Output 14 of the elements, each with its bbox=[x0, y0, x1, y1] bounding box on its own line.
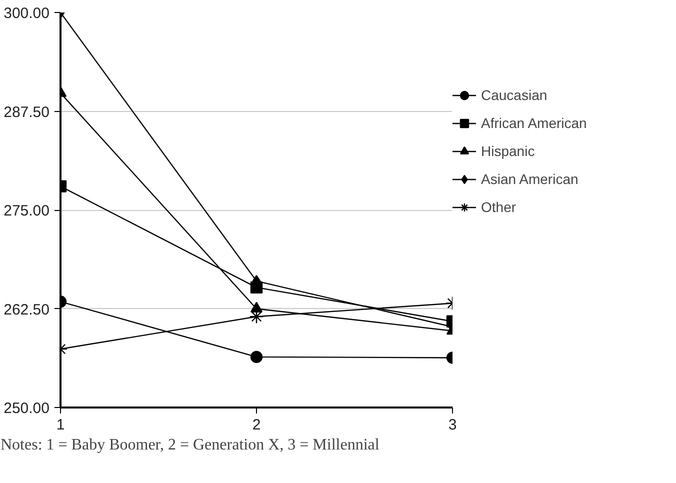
y-tick-label: 287.50 bbox=[4, 104, 50, 121]
legend-label: African American bbox=[481, 115, 587, 131]
legend-label: Hispanic bbox=[481, 143, 535, 159]
y-tick-label: 250.00 bbox=[4, 400, 50, 417]
y-tick-label: 262.50 bbox=[4, 301, 50, 318]
y-tick-label: 275.00 bbox=[4, 202, 50, 220]
x-tick-label: 2 bbox=[252, 416, 261, 434]
y-tick-label: 300.00 bbox=[4, 5, 50, 22]
text: Notes: 1 = Baby Boomer, 2 = Generation X, 3 = Millennial bbox=[0, 436, 380, 454]
x-tick-label: 1 bbox=[56, 416, 65, 434]
legend-label: Other bbox=[481, 199, 516, 215]
legend-label: Asian American bbox=[481, 171, 578, 187]
x-tick-label: 3 bbox=[448, 416, 457, 434]
legend-label: Caucasian bbox=[481, 87, 548, 103]
